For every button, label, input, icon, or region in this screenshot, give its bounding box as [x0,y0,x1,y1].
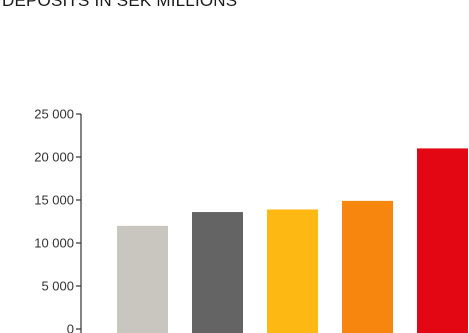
y-tick-label: 15 000 [34,193,74,208]
y-axis-ticks: 0 5 000 10 000 15 000 20 000 25 000 [34,107,81,333]
bar-2 [192,212,243,333]
y-tick-label: 10 000 [34,236,74,251]
y-tick-label: 20 000 [34,150,74,165]
bars [117,148,468,333]
bar-3 [267,209,318,333]
y-tick-label: 25 000 [34,107,74,122]
chart-title: DEPOSITS IN SEK MILLIONS [2,0,238,10]
bar-1 [117,225,168,333]
bar-4 [342,200,393,333]
y-tick-label: 0 [67,322,74,333]
bar-5 [417,148,468,333]
y-tick-label: 5 000 [41,279,74,294]
